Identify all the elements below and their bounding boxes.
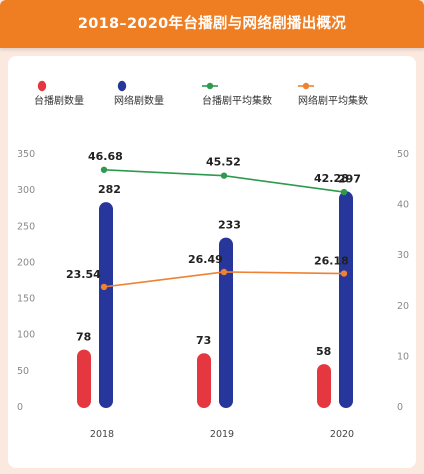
legend-item-1: 台播剧数量 <box>34 80 84 107</box>
legend-label: 台播剧数量 <box>34 94 84 107</box>
right-tick-label: 20 <box>397 301 409 312</box>
right-tick-label: 50 <box>397 149 409 160</box>
right-tick-label: 0 <box>397 402 403 413</box>
x-tick-label-2019: 2019 <box>210 429 234 440</box>
bar-tv-2018 <box>77 349 91 408</box>
label-tv-avg-2018: 46.68 <box>88 150 123 163</box>
right-tick-label: 10 <box>397 351 409 362</box>
left-tick-label: 150 <box>17 294 35 305</box>
label-tv-count-2020: 58 <box>316 345 331 358</box>
left-tick-label: 50 <box>17 366 29 377</box>
legend-label: 网络剧平均集数 <box>298 94 368 107</box>
label-web-avg-2019: 26.49 <box>188 253 223 266</box>
legend-item-3: 台播剧平均集数 <box>202 82 272 107</box>
bar-tv-2019 <box>197 353 211 408</box>
label-web-count-2018: 282 <box>98 183 121 196</box>
left-tick-label: 100 <box>17 330 35 341</box>
data-labels: 78 282 73 233 58 297 46.68 23.54 45.52 26.49 42.28… <box>66 150 361 358</box>
point-tv-avg-2018 <box>100 166 108 173</box>
label-web-count-2020: 297 <box>338 172 361 185</box>
bar-web-2018 <box>99 202 113 408</box>
legend-item-4: 网络剧平均集数 <box>298 82 368 107</box>
left-tick-label: 200 <box>17 257 35 268</box>
left-axis: 0 50 100 150 200 250 300 350 <box>17 149 35 413</box>
legend-label: 网络剧数量 <box>114 94 164 107</box>
label-web-avg-2020: 26.18 <box>314 255 349 268</box>
point-tv-avg-2020 <box>340 188 348 196</box>
left-tick-label: 250 <box>17 221 35 232</box>
bar-tv-2020 <box>317 364 331 408</box>
point-web-avg-2018 <box>100 283 108 291</box>
title-banner: 2018–2020年台播剧与网络剧播出概况 <box>0 0 424 48</box>
lines <box>100 166 348 291</box>
label-tv-avg-2020: 42.28 <box>314 172 349 185</box>
label-web-avg-2018: 23.54 <box>66 268 101 281</box>
x-axis: 2018 2019 2020 <box>90 429 354 440</box>
legend-swatch <box>37 80 47 92</box>
point-web-avg-2019 <box>220 268 228 276</box>
chart-title: 2018–2020年台播剧与网络剧播出概况 <box>77 16 347 32</box>
label-web-count-2019: 233 <box>218 219 241 232</box>
label-tv-count-2018: 78 <box>76 331 91 344</box>
bar-web-2020 <box>339 191 353 408</box>
point-tv-avg-2019 <box>220 172 228 179</box>
legend: 台播剧数量 网络剧数量 台播剧平均集数 网络剧平均集数 <box>34 80 368 107</box>
point-web-avg-2020 <box>340 270 348 277</box>
legend-item-2: 网络剧数量 <box>114 80 164 107</box>
label-tv-avg-2019: 45.52 <box>206 156 241 169</box>
legend-swatch-dot <box>302 82 310 90</box>
x-tick-label-2020: 2020 <box>330 429 354 440</box>
legend-swatch <box>117 80 127 92</box>
left-tick-label: 350 <box>17 149 35 160</box>
bar-web-2019 <box>219 237 233 408</box>
x-tick-label-2018: 2018 <box>90 429 114 440</box>
label-tv-count-2019: 73 <box>196 334 211 347</box>
right-tick-label: 30 <box>397 250 409 261</box>
bars <box>77 191 353 408</box>
legend-label: 台播剧平均集数 <box>202 94 272 107</box>
left-tick-label: 300 <box>17 185 35 196</box>
right-axis: 0 10 20 30 40 50 <box>397 149 409 413</box>
legend-swatch-dot <box>206 82 214 90</box>
left-tick-label: 0 <box>17 402 23 413</box>
right-tick-label: 40 <box>397 200 409 211</box>
